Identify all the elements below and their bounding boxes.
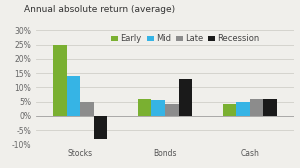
Bar: [138, 99, 152, 116]
Bar: [178, 79, 192, 116]
Text: Annual absolute return (average): Annual absolute return (average): [24, 5, 175, 14]
Bar: [250, 99, 263, 116]
Legend: Early, Mid, Late, Recession: Early, Mid, Late, Recession: [111, 34, 260, 43]
Bar: [223, 104, 236, 116]
Bar: [94, 116, 107, 139]
Bar: [80, 102, 94, 116]
Bar: [53, 45, 67, 116]
Bar: [236, 102, 250, 116]
Bar: [165, 104, 178, 116]
Bar: [67, 76, 80, 116]
Bar: [152, 100, 165, 116]
Bar: [263, 99, 277, 116]
